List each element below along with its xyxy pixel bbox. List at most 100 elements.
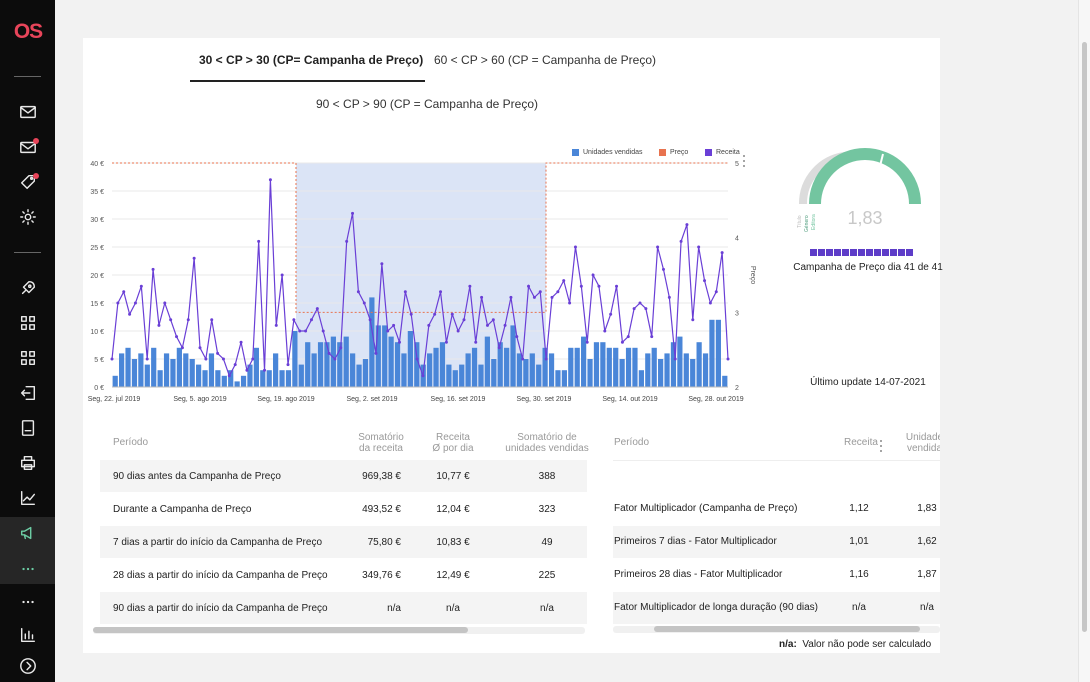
grid-alt-icon[interactable] [17,347,39,369]
more-dots-icon[interactable] [17,591,39,613]
units-bar [459,364,465,387]
lt-cell-value: 10,77 € [436,471,470,482]
import-icon[interactable] [17,382,39,404]
units-bar [388,336,394,387]
y2-tick-label: 5 [735,161,739,168]
rt-cell-value: n/a [920,602,934,613]
app-logo[interactable]: OS [13,20,43,43]
revenue-point [415,357,419,361]
revenue-point [286,363,290,367]
revenue-point [708,301,712,305]
revenue-point [257,239,261,243]
gauge-value: 1,83 [847,208,883,228]
trend-icon[interactable] [17,487,39,509]
left-table-scrollbar-thumb[interactable] [93,627,468,633]
units-bar [542,347,548,387]
revenue-point [351,211,355,215]
x-tick-label: Seg, 5. ago 2019 [173,396,226,403]
grid-icon[interactable] [17,312,39,334]
revenue-point [309,318,313,322]
revenue-point [667,295,671,299]
revenue-point [192,256,196,260]
lt-header-period: Período [113,437,149,448]
units-bar [337,342,343,387]
revenue-line [111,179,729,378]
rocket-icon[interactable] [17,277,39,299]
rt-header-revenue: Receita [844,437,878,448]
bar-chart-icon[interactable] [17,624,39,646]
lt-cell-value: 75,80 € [367,537,401,548]
units-bar [202,370,208,387]
legend-revenue[interactable]: Receita [705,149,740,156]
tab-60-days[interactable]: 60 < CP > 60 (CP = Campanha de Preço) [434,53,657,67]
tab-30-days[interactable]: 30 < CP > 30 (CP= Campanha de Preço) [199,53,424,67]
mail-icon[interactable] [17,101,39,123]
units-bar [446,364,452,387]
revenue-point [198,346,202,350]
column-menu-icon[interactable] [878,440,884,452]
revenue-point [110,357,114,361]
revenue-point [392,323,396,327]
units-bar [369,297,375,387]
tab-90-days[interactable]: 90 < CP > 90 (CP = Campanha de Preço) [316,97,539,111]
units-bar [266,370,272,387]
table-row-bg [100,460,587,492]
revenue-point [679,239,683,243]
units-bar [279,370,285,387]
units-bar [163,353,170,387]
units-bar [709,319,715,387]
y2-tick-label: 2 [735,385,739,392]
units-bar [645,353,651,387]
units-bar [658,359,664,387]
revenue-point [474,340,478,344]
table-row-bg [100,592,587,624]
units-bar [144,364,150,387]
mail-notification-icon[interactable] [17,136,39,158]
print-icon[interactable] [17,452,39,474]
settings-icon[interactable] [17,206,39,228]
rt-cell-period: Primeiros 28 dias - Fator Multiplicador [614,569,783,580]
revenue-point [714,290,718,294]
progress-segment [906,249,913,256]
chart-menu-icon[interactable] [741,155,747,167]
units-bar [157,370,163,387]
revenue-point [186,318,190,322]
units-bar [504,347,510,387]
arrow-circle-icon[interactable] [17,655,39,677]
page-scrollbar-thumb[interactable] [1082,42,1087,632]
megaphone-icon[interactable] [17,522,39,544]
units-bar [632,347,638,387]
units-bar [298,364,304,387]
table-row-bg [100,526,587,558]
revenue-point [169,318,173,322]
right-table-scrollbar-thumb[interactable] [654,626,920,632]
units-bar [234,381,240,387]
lt-cell-period: Durante a Campanha de Preço [113,504,252,515]
document-icon[interactable] [17,417,39,439]
revenue-point [615,284,619,288]
revenue-point [691,318,695,322]
legend-units[interactable]: Unidades vendidas [572,149,643,156]
legend-swatch [572,149,579,156]
revenue-point [427,323,431,327]
revenue-point [556,290,560,294]
units-bar [228,370,234,387]
units-bar [317,342,324,387]
revenue-point [227,374,231,378]
report-card: 30 < CP > 30 (CP= Campanha de Preço) 60 … [83,38,943,653]
revenue-point [263,368,267,372]
progress-segment [866,249,873,256]
revenue-point [239,340,243,344]
units-bar [696,342,702,387]
x-tick-label: Seg, 22. jul 2019 [88,396,141,403]
notification-badge [33,138,39,144]
legend-price[interactable]: Preço [659,149,688,156]
more-dots-icon[interactable] [17,558,39,580]
x-tick-label: Seg, 14. out 2019 [602,396,657,403]
gauge-label-titulo: Título [797,215,803,228]
revenue-point [304,329,308,333]
units-bar [561,370,567,387]
units-bar [292,331,298,387]
rt-cell-value: 1,87 [917,569,937,580]
units-bar [273,353,279,387]
